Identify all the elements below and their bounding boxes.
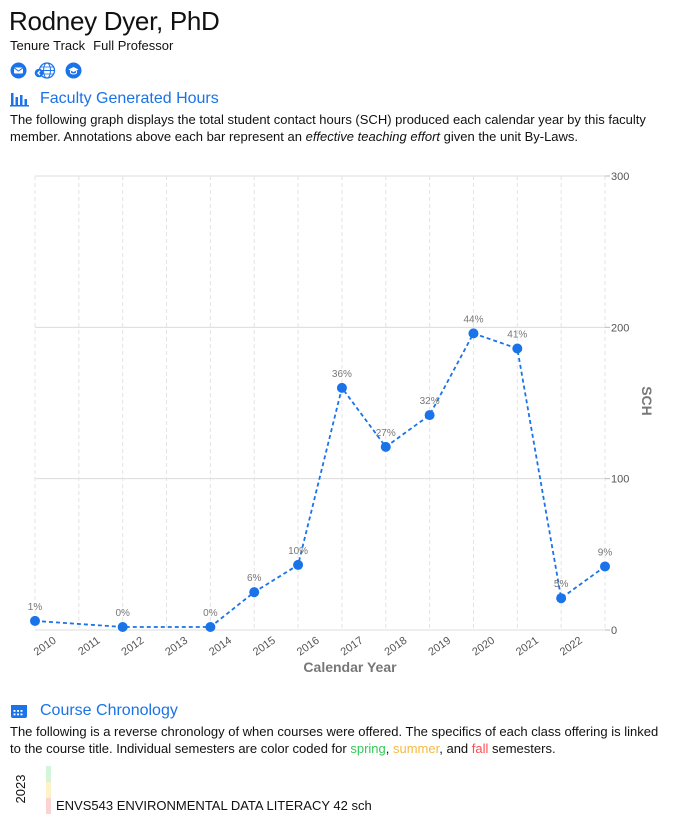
chronology-title-text: Course Chronology bbox=[40, 702, 178, 719]
x-tick-label: 2022 bbox=[558, 635, 585, 659]
summer-label: summer bbox=[393, 741, 440, 756]
series-line bbox=[34, 332, 606, 628]
data-label: 9% bbox=[598, 547, 613, 558]
x-tick-label: 2016 bbox=[295, 635, 322, 659]
data-point bbox=[468, 328, 479, 339]
x-tick-label: 2020 bbox=[470, 635, 497, 659]
fall-label: fall bbox=[471, 741, 489, 756]
data-point bbox=[205, 621, 216, 632]
fall-bar bbox=[46, 798, 51, 814]
x-tick-label: 2014 bbox=[207, 635, 234, 659]
data-point bbox=[249, 587, 260, 598]
faculty-rank: Tenure Track Full Professor bbox=[10, 38, 181, 53]
data-label: 10% bbox=[288, 546, 308, 557]
data-point bbox=[30, 615, 40, 626]
globe-icon[interactable] bbox=[34, 62, 56, 79]
y-tick-label: 300 bbox=[611, 171, 629, 183]
data-label: 1% bbox=[28, 602, 43, 613]
data-label: 32% bbox=[420, 396, 440, 407]
x-tick-label: 2018 bbox=[382, 635, 409, 659]
data-point bbox=[512, 343, 523, 354]
chronology-year-block: 2023 ENVS543 ENVIRONMENTAL DATA LITERACY… bbox=[13, 766, 674, 820]
data-label: 0% bbox=[115, 608, 130, 619]
faculty-name: Rodney Dyer, PhD bbox=[9, 6, 220, 36]
data-point bbox=[293, 559, 304, 570]
data-label: 5% bbox=[554, 579, 569, 590]
y-tick-label: 100 bbox=[611, 474, 629, 486]
x-axis-label: Calendar Year bbox=[303, 659, 397, 675]
x-tick-label: 2019 bbox=[426, 635, 453, 659]
data-label: 6% bbox=[247, 573, 262, 584]
data-point bbox=[424, 410, 435, 421]
x-tick-label: 2011 bbox=[76, 635, 102, 658]
data-point bbox=[556, 593, 567, 604]
data-label: 36% bbox=[332, 369, 352, 380]
spring-label: spring bbox=[350, 741, 386, 756]
x-tick-label: 2012 bbox=[119, 635, 146, 659]
spring-bar bbox=[46, 766, 51, 782]
x-tick-label: 2017 bbox=[339, 635, 366, 659]
data-label: 27% bbox=[376, 428, 396, 439]
data-point bbox=[380, 441, 391, 452]
hours-description: The following graph displays the total s… bbox=[10, 112, 646, 144]
chronology-year-label: 2023 bbox=[13, 774, 28, 804]
sch-line-chart: 0 100 200 300 2010 2011 2012 2013 2014 2015 2016 20… bbox=[28, 171, 655, 675]
x-tick-label: 2013 bbox=[163, 635, 190, 659]
y-tick-label: 200 bbox=[611, 322, 629, 334]
bar-chart-icon bbox=[10, 93, 29, 107]
data-point bbox=[336, 382, 347, 393]
calendar-icon bbox=[11, 705, 27, 718]
data-point bbox=[117, 621, 128, 632]
data-label: 44% bbox=[463, 314, 483, 325]
summer-bar bbox=[46, 782, 51, 798]
data-label: 41% bbox=[507, 330, 527, 341]
x-tick-label: 2021 bbox=[514, 635, 541, 659]
y-axis-label: SCH bbox=[639, 386, 655, 416]
track-label: Tenure Track bbox=[10, 38, 86, 53]
x-tick-label: 2010 bbox=[32, 635, 59, 659]
data-point bbox=[600, 561, 610, 572]
chronology-description: The following is a reverse chronology of… bbox=[10, 724, 659, 756]
y-tick-label: 0 bbox=[611, 625, 617, 637]
data-label: 0% bbox=[203, 608, 218, 619]
graduation-cap-icon[interactable] bbox=[65, 62, 82, 79]
course-link[interactable]: ENVS543 ENVIRONMENTAL DATA LITERACY 42 s… bbox=[56, 798, 372, 813]
envelope-icon[interactable] bbox=[10, 62, 27, 79]
rank-label: Full Professor bbox=[93, 38, 174, 53]
hours-title-text: Faculty Generated Hours bbox=[40, 90, 219, 107]
x-tick-label: 2015 bbox=[251, 635, 278, 659]
